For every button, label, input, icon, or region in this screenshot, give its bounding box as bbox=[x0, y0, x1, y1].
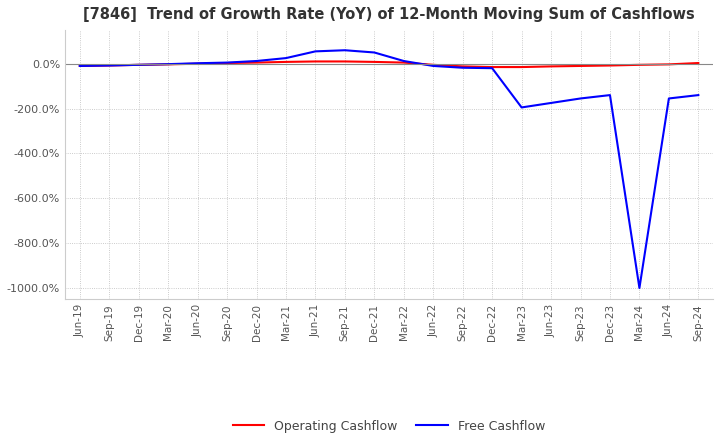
Free Cashflow bbox=[105, 63, 114, 68]
Operating Cashflow bbox=[193, 61, 202, 66]
Line: Free Cashflow: Free Cashflow bbox=[80, 50, 698, 288]
Operating Cashflow bbox=[694, 60, 703, 66]
Free Cashflow bbox=[665, 96, 673, 101]
Free Cashflow bbox=[311, 49, 320, 54]
Title: [7846]  Trend of Growth Rate (YoY) of 12-Month Moving Sum of Cashflows: [7846] Trend of Growth Rate (YoY) of 12-… bbox=[84, 7, 695, 22]
Free Cashflow bbox=[488, 66, 497, 71]
Free Cashflow bbox=[193, 61, 202, 66]
Operating Cashflow bbox=[252, 60, 261, 65]
Free Cashflow bbox=[459, 65, 467, 70]
Operating Cashflow bbox=[164, 62, 173, 67]
Operating Cashflow bbox=[546, 64, 555, 69]
Operating Cashflow bbox=[370, 59, 379, 65]
Operating Cashflow bbox=[222, 60, 231, 66]
Free Cashflow bbox=[635, 286, 644, 291]
Operating Cashflow bbox=[488, 64, 497, 70]
Operating Cashflow bbox=[665, 62, 673, 67]
Free Cashflow bbox=[252, 59, 261, 64]
Operating Cashflow bbox=[459, 64, 467, 69]
Operating Cashflow bbox=[135, 62, 143, 67]
Free Cashflow bbox=[694, 92, 703, 98]
Free Cashflow bbox=[400, 59, 408, 64]
Operating Cashflow bbox=[429, 62, 438, 67]
Operating Cashflow bbox=[606, 63, 614, 68]
Free Cashflow bbox=[222, 60, 231, 65]
Free Cashflow bbox=[576, 96, 585, 101]
Operating Cashflow bbox=[76, 63, 84, 69]
Free Cashflow bbox=[606, 92, 614, 98]
Free Cashflow bbox=[76, 63, 84, 69]
Free Cashflow bbox=[429, 63, 438, 69]
Free Cashflow bbox=[517, 105, 526, 110]
Free Cashflow bbox=[282, 55, 290, 61]
Operating Cashflow bbox=[311, 59, 320, 64]
Line: Operating Cashflow: Operating Cashflow bbox=[80, 62, 698, 67]
Operating Cashflow bbox=[341, 59, 349, 64]
Operating Cashflow bbox=[282, 59, 290, 65]
Operating Cashflow bbox=[400, 60, 408, 65]
Free Cashflow bbox=[164, 62, 173, 67]
Operating Cashflow bbox=[576, 63, 585, 69]
Free Cashflow bbox=[546, 100, 555, 106]
Legend: Operating Cashflow, Free Cashflow: Operating Cashflow, Free Cashflow bbox=[233, 420, 545, 433]
Free Cashflow bbox=[341, 48, 349, 53]
Operating Cashflow bbox=[635, 62, 644, 67]
Operating Cashflow bbox=[105, 63, 114, 68]
Operating Cashflow bbox=[517, 64, 526, 70]
Free Cashflow bbox=[370, 50, 379, 55]
Free Cashflow bbox=[135, 62, 143, 67]
